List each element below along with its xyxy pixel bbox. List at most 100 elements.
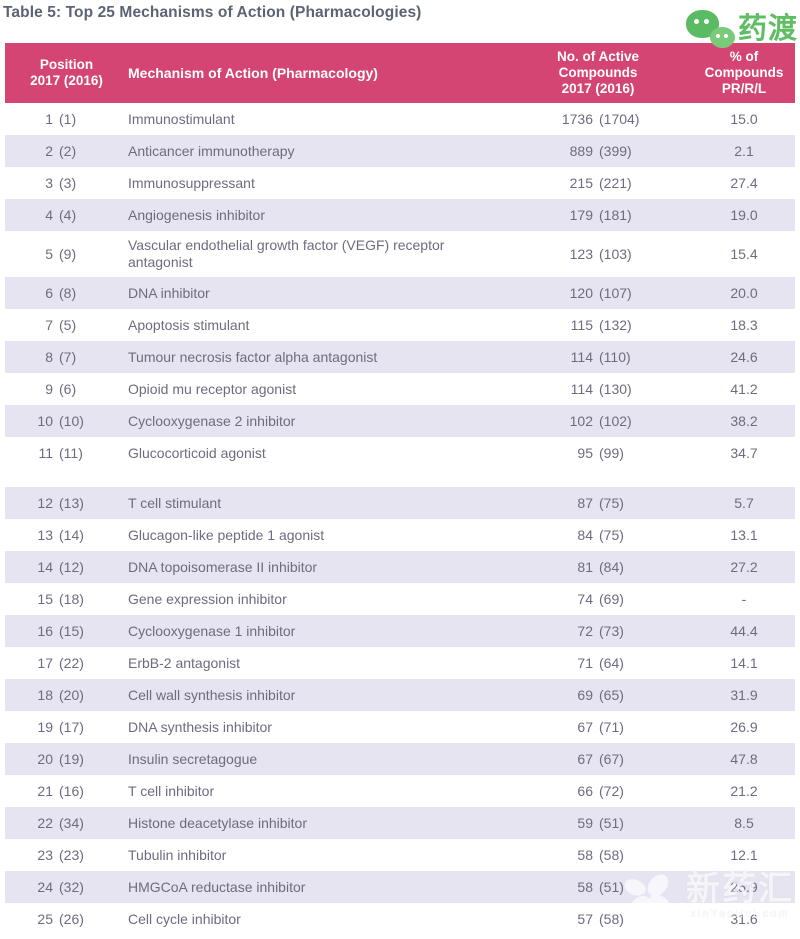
- cell-mechanism: DNA synthesis inhibitor: [128, 718, 272, 735]
- cell-percent: 13.1: [730, 527, 758, 543]
- cell-position: 25 (26): [5, 911, 128, 927]
- cell-mechanism: Histone deacetylase inhibitor: [128, 814, 307, 831]
- cell-compounds: 114 (130): [503, 381, 693, 397]
- cell-position-prev: (19): [59, 751, 84, 767]
- table-row: 6 (8) DNA inhibitor 120 (107) 20.0: [5, 277, 795, 309]
- cell-position-num: 6: [45, 285, 53, 301]
- cell-compounds-prev: (69): [599, 591, 624, 607]
- cell-percent: 2.1: [734, 143, 754, 159]
- cell-position-prev: (5): [59, 317, 77, 333]
- cell-compounds: 123 (103): [503, 246, 693, 262]
- table-row: 24 (32) HMGCoA reductase inhibitor 58 (5…: [5, 871, 795, 903]
- cell-percent: 31.9: [730, 687, 758, 703]
- table-title: Table 5: Top 25 Mechanisms of Action (Ph…: [3, 4, 422, 21]
- cell-compounds: 57 (58): [503, 911, 693, 927]
- cell-compounds: 71 (64): [503, 655, 693, 671]
- cell-mechanism: Vascular endothelial growth factor (VEGF…: [128, 237, 445, 270]
- cell-position: 23 (23): [5, 847, 128, 863]
- cell-position: 18 (20): [5, 687, 128, 703]
- table-row: 22 (34) Histone deacetylase inhibitor 59…: [5, 807, 795, 839]
- cell-compounds-prev: (73): [599, 623, 624, 639]
- cell-position: 9 (6): [5, 381, 128, 397]
- cell-position-num: 7: [45, 317, 53, 333]
- cell-percent: 34.7: [730, 445, 758, 461]
- cell-mechanism: Glucocorticoid agonist: [128, 444, 266, 461]
- cell-percent: -: [741, 591, 747, 607]
- cell-compounds-num: 114: [570, 381, 593, 397]
- cell-compounds: 59 (51): [503, 815, 693, 831]
- cell-position-num: 4: [45, 207, 53, 223]
- cell-position-prev: (18): [59, 591, 84, 607]
- cell-compounds-prev: (65): [599, 687, 624, 703]
- cell-compounds-num: 57: [577, 911, 593, 927]
- cell-compounds-num: 74: [577, 591, 593, 607]
- cell-percent: 15.0: [730, 111, 758, 127]
- cell-compounds: 215 (221): [503, 175, 693, 191]
- cell-mechanism: Angiogenesis inhibitor: [128, 206, 265, 223]
- cell-position: 10 (10): [5, 413, 128, 429]
- cell-compounds-prev: (71): [599, 719, 624, 735]
- cell-position-prev: (34): [59, 815, 84, 831]
- table-row: 7 (5) Apoptosis stimulant 115 (132) 18.3: [5, 309, 795, 341]
- cell-mechanism: Cell wall synthesis inhibitor: [128, 686, 296, 703]
- cell-position-prev: (15): [59, 623, 84, 639]
- cell-percent: 12.1: [730, 847, 758, 863]
- table-row: 5 (9) Vascular endothelial growth factor…: [5, 231, 795, 277]
- cell-position-prev: (22): [59, 655, 84, 671]
- cell-position: 24 (32): [5, 879, 128, 895]
- cell-compounds: 66 (72): [503, 783, 693, 799]
- cell-compounds-prev: (75): [599, 495, 624, 511]
- cell-compounds-prev: (107): [599, 285, 632, 301]
- table-row: 10 (10) Cyclooxygenase 2 inhibitor 102 (…: [5, 405, 795, 437]
- cell-mechanism: Cyclooxygenase 1 inhibitor: [128, 622, 296, 639]
- cell-position-prev: (13): [59, 495, 84, 511]
- cell-position-num: 16: [37, 623, 53, 639]
- cell-mechanism: Cell cycle inhibitor: [128, 910, 241, 927]
- cell-position: 8 (7): [5, 349, 128, 365]
- cell-compounds-num: 81: [577, 559, 593, 575]
- cell-position-num: 12: [37, 495, 53, 511]
- cell-mechanism: Insulin secretagogue: [128, 750, 258, 767]
- cell-compounds-num: 67: [577, 719, 593, 735]
- cell-compounds-prev: (99): [599, 445, 624, 461]
- cell-mechanism: Immunosuppressant: [128, 174, 255, 191]
- table-row: 15 (18) Gene expression inhibitor 74 (69…: [5, 583, 795, 615]
- cell-compounds-prev: (51): [599, 815, 624, 831]
- cell-compounds-prev: (51): [599, 879, 624, 895]
- wechat-icon: [685, 9, 738, 49]
- cell-position: 15 (18): [5, 591, 128, 607]
- cell-compounds-prev: (130): [599, 381, 632, 397]
- cell-compounds: 58 (58): [503, 847, 693, 863]
- cell-position: 5 (9): [5, 246, 128, 262]
- cell-position-prev: (3): [59, 175, 77, 191]
- cell-position-num: 22: [37, 815, 53, 831]
- cell-position-num: 5: [45, 246, 53, 262]
- cell-mechanism: Cyclooxygenase 2 inhibitor: [128, 412, 296, 429]
- cell-position-num: 23: [37, 847, 53, 863]
- cell-compounds-prev: (399): [599, 143, 632, 159]
- yaodu-brand-text: 药渡: [737, 12, 798, 45]
- cell-position-num: 10: [37, 413, 53, 429]
- yaodu-logo: 药渡: [685, 9, 798, 49]
- cell-compounds-num: 71: [577, 655, 593, 671]
- table-row: 19 (17) DNA synthesis inhibitor 67 (71) …: [5, 711, 795, 743]
- cell-compounds-num: 102: [569, 413, 593, 429]
- cell-position-prev: (6): [59, 381, 77, 397]
- cell-percent: 14.1: [730, 655, 758, 671]
- cell-percent: 5.7: [734, 495, 754, 511]
- cell-mechanism: Glucagon-like peptide 1 agonist: [128, 526, 325, 543]
- cell-compounds-num: 58: [577, 847, 593, 863]
- cell-percent: 26.9: [730, 719, 758, 735]
- table-row: 3 (3) Immunosuppressant 215 (221) 27.4: [5, 167, 795, 199]
- cell-compounds-prev: (67): [599, 751, 624, 767]
- cell-compounds-prev: (102): [599, 413, 632, 429]
- cell-position: 7 (5): [5, 317, 128, 333]
- table-row: 16 (15) Cyclooxygenase 1 inhibitor 72 (7…: [5, 615, 795, 647]
- cell-compounds: 95 (99): [503, 445, 693, 461]
- cell-compounds: 81 (84): [503, 559, 693, 575]
- cell-position-num: 2: [45, 143, 53, 159]
- cell-position-prev: (32): [59, 879, 84, 895]
- cell-compounds: 179 (181): [503, 207, 693, 223]
- cell-percent: 27.4: [730, 175, 758, 191]
- cell-compounds: 120 (107): [503, 285, 693, 301]
